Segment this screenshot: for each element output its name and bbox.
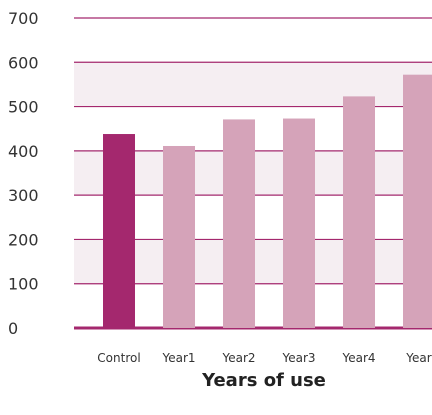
bar-year bbox=[403, 74, 432, 328]
x-tick-labels: Control Year1 Year2 Year3 Year4 Year bbox=[97, 351, 431, 365]
bar-year3 bbox=[283, 118, 315, 329]
y-tick-label: 300 bbox=[8, 186, 39, 205]
x-tick-label: Year1 bbox=[161, 351, 195, 365]
y-tick-labels: 0 100 200 300 400 500 600 700 bbox=[8, 9, 39, 338]
y-tick-label: 0 bbox=[8, 319, 18, 338]
x-tick-label: Year2 bbox=[221, 351, 255, 365]
x-tick-label: Year4 bbox=[341, 351, 375, 365]
y-tick-label: 500 bbox=[8, 98, 39, 117]
y-tick-label: 600 bbox=[8, 53, 39, 72]
x-tick-label: Year3 bbox=[281, 351, 315, 365]
x-axis-title: Years of use bbox=[201, 370, 326, 391]
background-band bbox=[74, 62, 432, 107]
bar-year2 bbox=[223, 119, 255, 329]
bars bbox=[103, 74, 432, 329]
x-tick-label: Control bbox=[97, 351, 140, 365]
y-tick-label: 200 bbox=[8, 230, 39, 249]
y-tick-label: 700 bbox=[8, 9, 39, 28]
bar-year4 bbox=[343, 96, 375, 328]
bar-year1 bbox=[163, 145, 195, 328]
y-tick-label: 400 bbox=[8, 142, 39, 161]
bar-control bbox=[103, 134, 135, 328]
x-tick-label: Year bbox=[405, 351, 431, 365]
y-tick-label: 100 bbox=[8, 275, 39, 294]
